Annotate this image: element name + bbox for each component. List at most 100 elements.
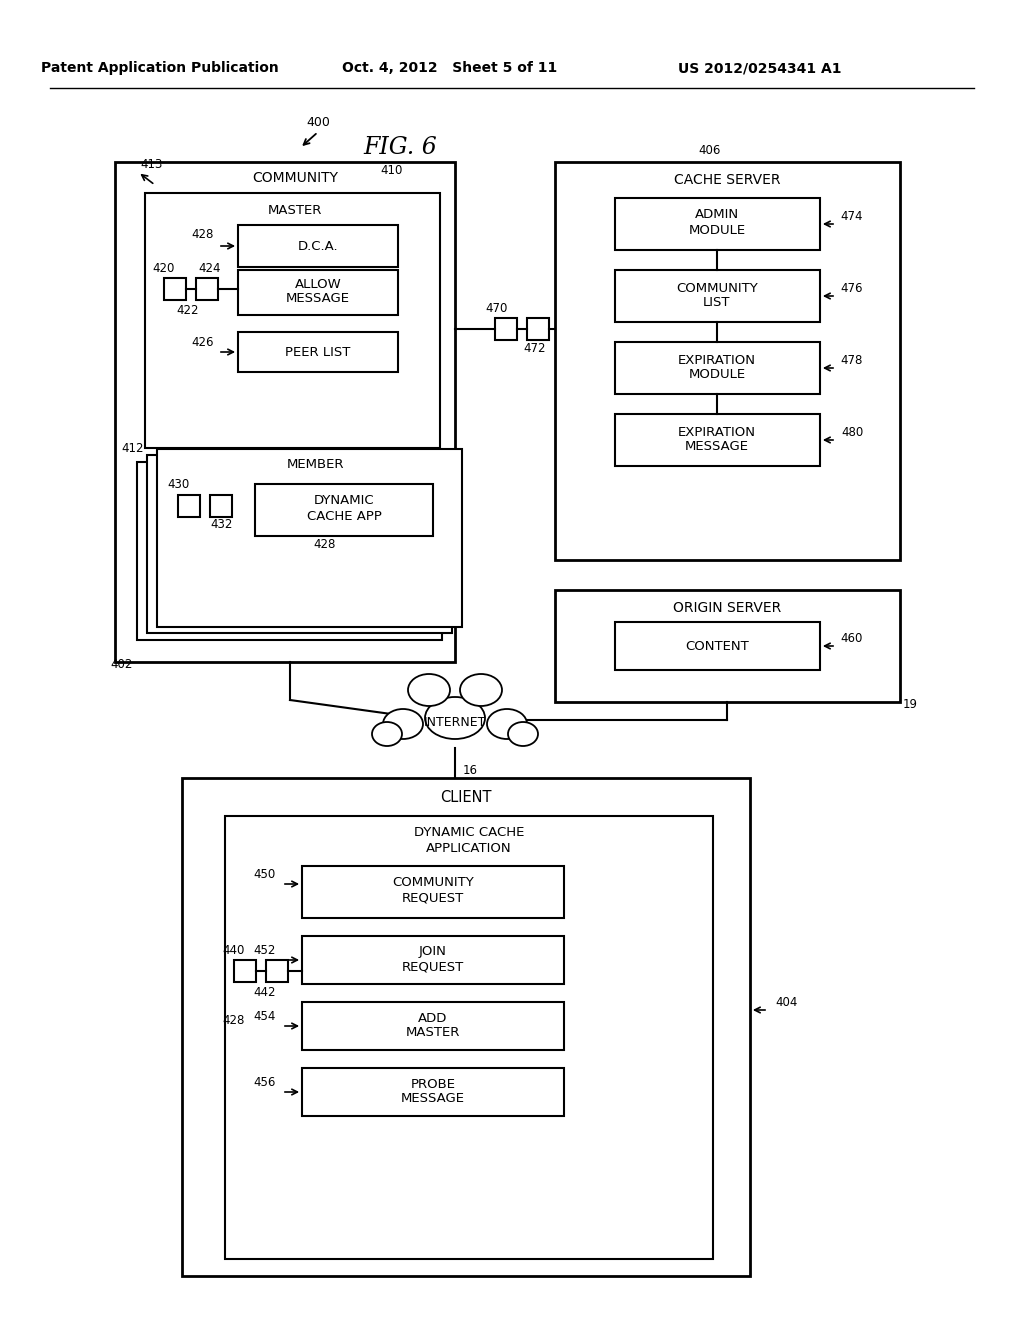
Text: APPLICATION: APPLICATION: [426, 842, 512, 855]
Text: 478: 478: [841, 354, 863, 367]
FancyBboxPatch shape: [495, 318, 517, 341]
Text: 412: 412: [122, 441, 144, 454]
Text: 424: 424: [199, 261, 221, 275]
FancyBboxPatch shape: [196, 279, 218, 300]
Text: ALLOW: ALLOW: [295, 277, 341, 290]
FancyBboxPatch shape: [238, 224, 398, 267]
Text: MODULE: MODULE: [688, 368, 745, 381]
Text: COMMUNITY: COMMUNITY: [676, 281, 758, 294]
Text: JOIN: JOIN: [419, 945, 446, 958]
Text: REQUEST: REQUEST: [401, 891, 464, 904]
FancyBboxPatch shape: [145, 193, 440, 447]
Ellipse shape: [383, 709, 423, 739]
Text: 476: 476: [841, 281, 863, 294]
Text: 422: 422: [177, 304, 200, 317]
Text: 470: 470: [485, 301, 508, 314]
Text: 460: 460: [841, 631, 863, 644]
Text: 426: 426: [191, 335, 214, 348]
FancyBboxPatch shape: [266, 960, 288, 982]
Text: PROBE: PROBE: [411, 1077, 456, 1090]
Text: CONTENT: CONTENT: [685, 639, 749, 652]
Text: 404: 404: [775, 995, 798, 1008]
Text: 16: 16: [463, 763, 477, 776]
FancyBboxPatch shape: [238, 271, 398, 315]
FancyBboxPatch shape: [302, 1002, 564, 1049]
Text: 402: 402: [111, 659, 133, 672]
Text: 474: 474: [841, 210, 863, 223]
Text: REQUEST: REQUEST: [401, 961, 464, 974]
Ellipse shape: [460, 675, 502, 706]
FancyBboxPatch shape: [555, 162, 900, 560]
FancyBboxPatch shape: [234, 960, 256, 982]
Text: 450: 450: [254, 867, 276, 880]
FancyBboxPatch shape: [225, 816, 713, 1259]
Text: 432: 432: [211, 519, 233, 532]
Text: 406: 406: [698, 144, 721, 157]
Ellipse shape: [372, 722, 402, 746]
Text: MESSAGE: MESSAGE: [685, 441, 749, 454]
FancyBboxPatch shape: [147, 455, 452, 634]
FancyBboxPatch shape: [615, 622, 820, 671]
Text: COMMUNITY: COMMUNITY: [252, 172, 338, 185]
Text: 413: 413: [141, 157, 163, 170]
Text: DYNAMIC: DYNAMIC: [313, 495, 375, 507]
FancyBboxPatch shape: [182, 777, 750, 1276]
FancyBboxPatch shape: [555, 590, 900, 702]
Text: 430: 430: [167, 478, 189, 491]
FancyBboxPatch shape: [255, 484, 433, 536]
Text: Oct. 4, 2012   Sheet 5 of 11: Oct. 4, 2012 Sheet 5 of 11: [342, 61, 558, 75]
FancyBboxPatch shape: [527, 318, 549, 341]
FancyBboxPatch shape: [615, 198, 820, 249]
Text: MESSAGE: MESSAGE: [401, 1093, 465, 1106]
FancyBboxPatch shape: [164, 279, 186, 300]
FancyBboxPatch shape: [302, 866, 564, 917]
Ellipse shape: [408, 675, 450, 706]
Text: ADD: ADD: [419, 1011, 447, 1024]
Text: EXPIRATION: EXPIRATION: [678, 354, 756, 367]
FancyBboxPatch shape: [157, 449, 462, 627]
FancyBboxPatch shape: [210, 495, 232, 517]
FancyBboxPatch shape: [137, 462, 442, 640]
Text: 440: 440: [223, 944, 245, 957]
Text: DYNAMIC CACHE: DYNAMIC CACHE: [414, 826, 524, 840]
Ellipse shape: [425, 697, 485, 739]
Text: ADMIN: ADMIN: [695, 209, 739, 222]
Text: 410: 410: [380, 164, 402, 177]
Text: INTERNET: INTERNET: [424, 717, 486, 730]
Text: EXPIRATION: EXPIRATION: [678, 425, 756, 438]
Text: CACHE APP: CACHE APP: [306, 510, 381, 523]
Text: 428: 428: [191, 228, 214, 242]
Text: 442: 442: [254, 986, 276, 998]
FancyBboxPatch shape: [615, 414, 820, 466]
Text: 454: 454: [254, 1010, 276, 1023]
Text: US 2012/0254341 A1: US 2012/0254341 A1: [678, 61, 842, 75]
FancyBboxPatch shape: [302, 936, 564, 983]
Text: D.C.A.: D.C.A.: [298, 239, 338, 252]
Text: 428: 428: [223, 1014, 245, 1027]
Text: Patent Application Publication: Patent Application Publication: [41, 61, 279, 75]
Text: MEMBER: MEMBER: [287, 458, 344, 471]
Text: 452: 452: [254, 944, 276, 957]
Text: MESSAGE: MESSAGE: [286, 293, 350, 305]
Text: 472: 472: [523, 342, 546, 355]
Text: LIST: LIST: [703, 297, 731, 309]
FancyBboxPatch shape: [178, 495, 200, 517]
Text: MASTER: MASTER: [268, 203, 323, 216]
Text: MODULE: MODULE: [688, 224, 745, 238]
Text: COMMUNITY: COMMUNITY: [392, 876, 474, 890]
Text: 19: 19: [902, 698, 918, 711]
FancyBboxPatch shape: [302, 1068, 564, 1115]
FancyBboxPatch shape: [615, 342, 820, 393]
Ellipse shape: [508, 722, 538, 746]
Text: ORIGIN SERVER: ORIGIN SERVER: [673, 601, 781, 615]
Ellipse shape: [487, 709, 527, 739]
Text: 400: 400: [306, 116, 330, 128]
Text: 428: 428: [313, 539, 336, 552]
Text: CLIENT: CLIENT: [440, 789, 492, 804]
Text: FIG. 6: FIG. 6: [364, 136, 437, 160]
Text: MASTER: MASTER: [406, 1027, 460, 1040]
Text: PEER LIST: PEER LIST: [286, 346, 350, 359]
FancyBboxPatch shape: [238, 333, 398, 372]
FancyBboxPatch shape: [615, 271, 820, 322]
Text: CACHE SERVER: CACHE SERVER: [674, 173, 780, 187]
